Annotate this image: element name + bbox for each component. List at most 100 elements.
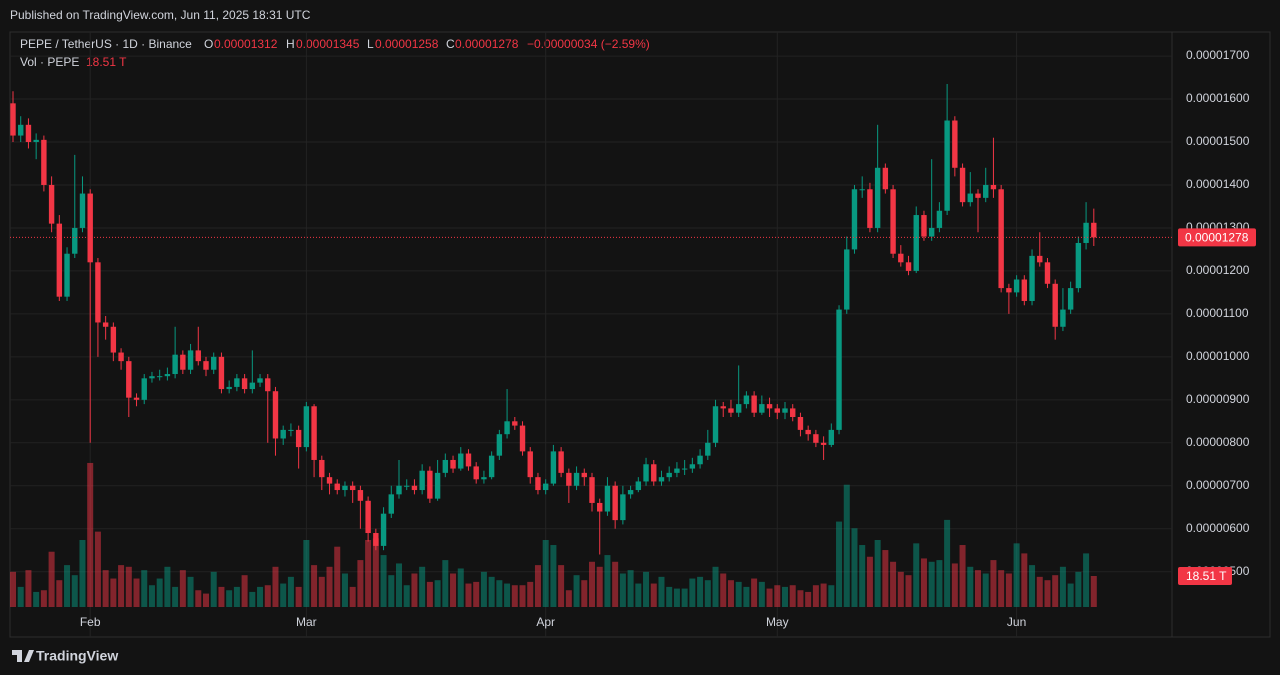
candle-body <box>195 350 201 362</box>
y-tick-label: 0.00001200 <box>1186 263 1250 277</box>
candle-body <box>357 490 364 501</box>
volume-bar <box>727 580 734 607</box>
candle-body <box>156 376 163 378</box>
volume-bar <box>820 583 827 607</box>
volume-bar <box>542 540 549 607</box>
candle-body <box>1029 255 1035 301</box>
candle-body <box>766 404 773 409</box>
volume-bar <box>488 576 495 607</box>
x-tick-label: Jun <box>1007 615 1026 629</box>
candle-body <box>442 459 449 473</box>
volume-bar <box>357 560 364 607</box>
candle-body <box>990 184 997 190</box>
volume-bar <box>411 573 418 607</box>
volume-bar <box>743 586 750 607</box>
h-label: H <box>286 37 295 51</box>
brand-logo <box>12 650 34 662</box>
volume-bar <box>913 543 920 607</box>
candle-body <box>566 472 572 486</box>
candle-body <box>743 395 750 405</box>
volume-tag-label: 18.51 T <box>1186 569 1227 583</box>
volume-bar <box>71 575 78 607</box>
c-label: C <box>446 37 455 51</box>
candle-body <box>126 361 132 398</box>
y-tick-label: 0.00000600 <box>1186 521 1250 535</box>
volume-bar <box>272 566 279 607</box>
volume-bar <box>233 586 240 607</box>
candle-body <box>720 406 726 409</box>
candle-body <box>164 374 171 377</box>
volume-bar <box>56 580 63 607</box>
candle-body <box>813 434 819 443</box>
candle-body <box>820 442 827 445</box>
candle-body <box>434 472 441 499</box>
candle-body <box>998 189 1004 289</box>
candle-body <box>203 361 209 370</box>
candle-body <box>326 477 333 484</box>
candle-body <box>851 189 858 250</box>
volume-bar <box>905 575 912 607</box>
brand: TradingView <box>36 648 118 664</box>
volume-tag <box>1178 566 1232 585</box>
volume-bar <box>380 555 387 607</box>
candle-body <box>1021 279 1028 301</box>
volume-bar <box>944 519 951 607</box>
volume-bar <box>758 581 765 607</box>
volume-bar <box>334 546 341 607</box>
candle-body <box>349 485 356 491</box>
candle-body <box>550 451 557 484</box>
volume-bar <box>148 585 155 607</box>
candle-body <box>118 352 124 362</box>
volume-bar <box>396 563 402 607</box>
candle-body <box>558 451 564 473</box>
volume-bar <box>1029 565 1036 607</box>
volume-bar <box>241 575 248 607</box>
candle-body <box>867 189 873 228</box>
candle-body <box>187 350 194 370</box>
candle-body <box>1075 242 1082 289</box>
volume-bar <box>295 586 302 607</box>
candle-body <box>226 386 232 390</box>
l-label: L <box>367 37 374 51</box>
o-label: O <box>204 37 213 51</box>
volume-bar <box>828 585 835 607</box>
y-tick-label: 0.00001600 <box>1186 91 1250 105</box>
volume-bar <box>64 565 71 607</box>
volume-bar <box>172 586 179 607</box>
candle-body <box>18 124 24 136</box>
candle-body <box>774 408 780 413</box>
volume-bar <box>434 580 441 607</box>
candle-body <box>380 513 387 546</box>
candle-body <box>396 485 402 495</box>
candle-body <box>303 406 310 448</box>
volume-bar <box>627 570 634 607</box>
candle-body <box>64 253 70 297</box>
candle-body <box>1044 262 1051 284</box>
candle-body <box>890 189 896 254</box>
volume-bar <box>735 581 742 607</box>
y-tick-label: 0.00000800 <box>1186 435 1250 449</box>
volume-bar <box>812 585 819 607</box>
candle-body <box>527 451 533 478</box>
price-tag <box>1178 228 1256 247</box>
candle-body <box>1083 222 1089 243</box>
symbol: PEPE / TetherUS · 1D · Binance <box>20 37 192 51</box>
candle-body <box>790 408 796 417</box>
candle-body <box>149 376 155 379</box>
candle-body <box>735 404 742 413</box>
o-value: 0.00001312 <box>214 37 278 51</box>
candle-body <box>797 417 804 430</box>
candle-body <box>218 356 225 390</box>
volume-bar <box>751 578 758 607</box>
volume-bar <box>1013 543 1020 607</box>
vol-label: Vol · PEPE <box>20 55 79 69</box>
candle-body <box>141 378 147 400</box>
volume-bar <box>426 581 433 607</box>
volume-bar <box>573 575 580 607</box>
candle-body <box>465 453 472 467</box>
candle-body <box>983 184 989 198</box>
x-tick-label: May <box>766 615 789 629</box>
volume-bar <box>998 570 1005 607</box>
volume-bar <box>257 586 264 607</box>
